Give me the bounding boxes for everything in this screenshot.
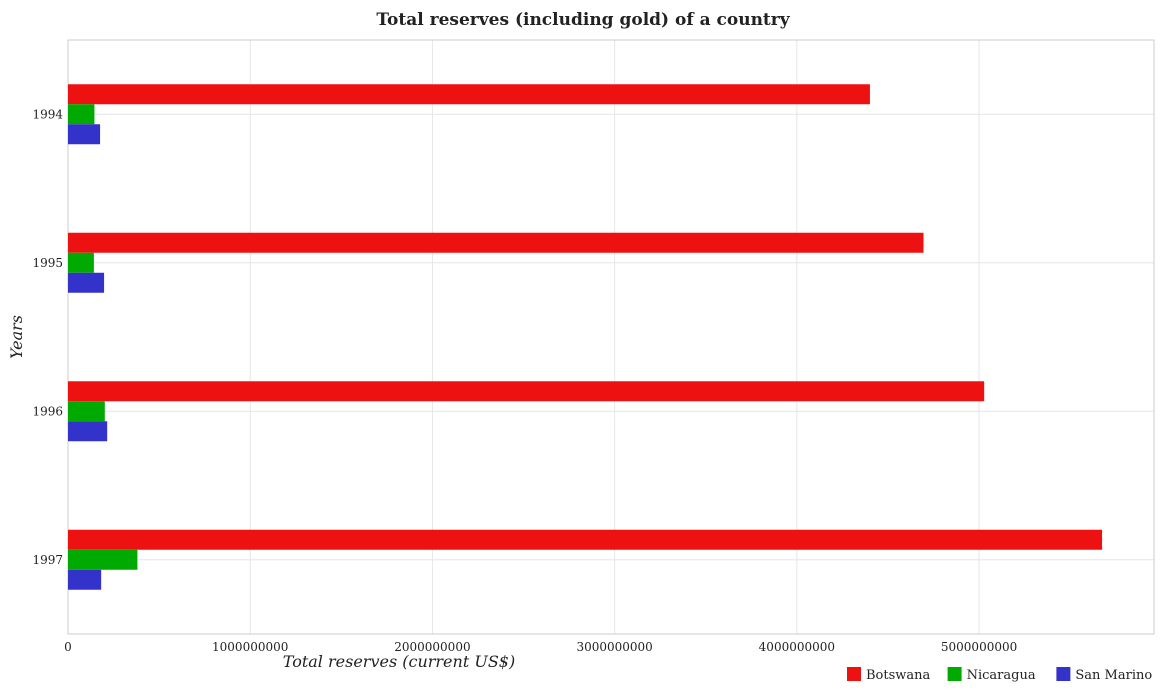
legend-item: Nicaragua [947, 667, 1036, 683]
legend-item: San Marino [1056, 667, 1152, 683]
legend-label: San Marino [1075, 668, 1152, 683]
plot-frame [67, 39, 1155, 635]
bar-nicaragua [68, 549, 138, 570]
x-tick-label: 1000000000 [212, 640, 288, 654]
bar-botswana [68, 381, 985, 402]
bar-san-marino [68, 272, 105, 293]
bar-botswana [68, 529, 1103, 550]
bar-nicaragua [68, 401, 105, 422]
grid [67, 40, 1154, 634]
legend-item: Botswana [847, 667, 931, 683]
x-tick-label: 0 [64, 640, 72, 654]
bar-san-marino [68, 569, 102, 590]
bars [68, 84, 1103, 590]
y-tick-label: 1995 [32, 256, 63, 270]
legend-label: Botswana [866, 668, 931, 683]
x-tick-label: 3000000000 [576, 640, 652, 654]
bar-nicaragua [68, 104, 95, 125]
bar-san-marino [68, 124, 101, 145]
x-tick-label: 2000000000 [394, 640, 470, 654]
x-tick-label: 5000000000 [941, 640, 1017, 654]
chart-title: Total reserves (including gold) of a cou… [376, 10, 790, 30]
legend-swatch [947, 667, 962, 681]
y-tick-label: 1994 [32, 107, 63, 121]
legend: Botswana Nicaragua San Marino [847, 667, 1152, 683]
legend-label: Nicaragua [967, 668, 1036, 683]
y-tick-label: 1996 [32, 404, 63, 418]
legend-swatch [1056, 667, 1071, 681]
y-axis-title: Years [7, 315, 26, 359]
x-tick-labels: 0 1000000000 2000000000 3000000000 400000000… [64, 640, 1017, 654]
y-tick-labels: 1994 1995 1996 1997 [32, 107, 63, 567]
legend-swatch [847, 667, 861, 681]
x-axis-title: Total reserves (current US$) [283, 652, 515, 671]
bar-botswana [68, 232, 924, 253]
bar-nicaragua [68, 252, 94, 273]
x-tick-label: 4000000000 [759, 640, 835, 654]
bar-botswana [68, 84, 870, 105]
y-tick-label: 1997 [32, 553, 63, 567]
bar-san-marino [68, 421, 108, 442]
